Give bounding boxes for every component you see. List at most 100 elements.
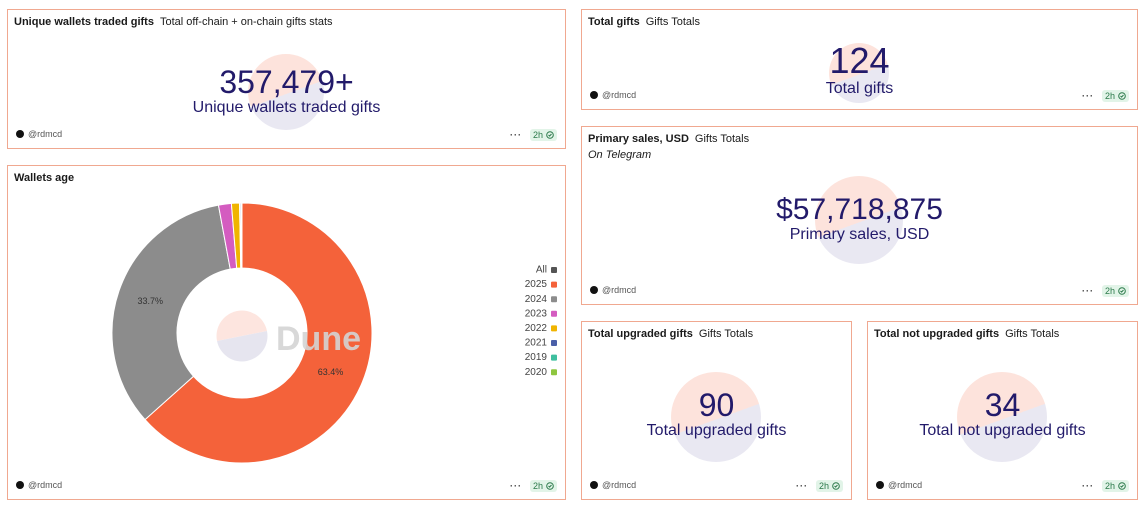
panel-title: Total upgraded gifts [588,328,693,340]
legend-label: 2019 [525,352,548,363]
legend-label: All [536,265,547,276]
check-mark [1120,484,1124,488]
panel-header: Total gifts Gifts Totals [588,16,700,28]
menu-button[interactable]: ··· [509,481,522,491]
panel-title: Unique wallets traded gifts [14,16,154,28]
counter-label: Total not upgraded gifts [919,422,1086,439]
check-circle [1118,482,1126,490]
legend-swatch[interactable] [551,340,557,346]
author: @rdmcd [602,90,637,100]
check-circle [1118,92,1126,100]
footer-author: @rdmcd [590,90,636,100]
panel-subtitle: Gifts Totals [1005,328,1060,340]
check-icon [1118,92,1126,100]
counter-value: 124 [829,40,890,81]
decorative-circle [828,43,889,103]
chart: 63.4% 33.7% Dune All 2025 2024 2023 2022 2021 201… [111,202,557,464]
author: @rdmcd [602,480,637,490]
decorative-circle [814,176,903,264]
footer-author: @rdmcd [876,480,922,490]
author: @rdmcd [28,480,63,490]
check-icon [1118,482,1126,490]
age: 2h [532,130,543,140]
counter-label: Total upgraded gifts [646,422,787,439]
counter-label: Unique wallets traded gifts [192,99,381,116]
counter-value: 90 [698,387,735,423]
check-icon [546,131,554,139]
check-mark [1120,289,1124,293]
panel-subtitle: Gifts Totals [694,133,750,145]
footer-status: ··· 2h [1082,90,1129,102]
check-mark [834,484,838,488]
legend-label: 2020 [525,367,548,378]
panel-header: Total not upgraded gifts Gifts Totals [874,328,1059,340]
author: @rdmcd [28,129,63,139]
legend-swatch[interactable] [551,267,557,273]
refresh-badge: 2h [529,129,557,141]
avatar [16,130,24,138]
age: 2h [1104,91,1115,101]
slice-label: 63.4% [318,367,344,377]
legend-swatch[interactable] [551,310,557,317]
panel-subtitle: Gifts Totals [698,328,754,340]
avatar [590,91,598,99]
counter-panel: Unique wallets traded gifts Total off-cha… [7,9,566,149]
avatar [590,286,598,294]
decorative-circle [956,372,1047,462]
footer-status: ··· 2h [796,480,843,492]
decorative-circle [670,372,761,462]
menu-button[interactable]: ··· [509,130,522,140]
footer-author: @rdmcd [16,480,62,490]
panel-header: Primary sales, USD Gifts Totals [588,133,749,145]
legend-label: 2025 [525,279,548,290]
legend-swatch[interactable] [551,354,557,361]
counter-value: $57,718,875 [776,193,943,226]
menu-button[interactable]: ··· [1081,481,1094,491]
refresh-badge: 2h [1101,480,1129,492]
footer-status: ··· 2h [1082,285,1129,297]
legend-swatch[interactable] [551,369,557,376]
donut-slice [144,202,373,464]
footer-author: @rdmcd [590,480,636,490]
slice-label: 33.7% [137,296,163,306]
check-icon [1118,287,1126,295]
panel-header: Wallets age [14,172,80,184]
refresh-badge: 2h [815,480,843,492]
watermark: Dune [216,310,361,362]
legend-swatch[interactable] [551,325,557,332]
legend-swatch[interactable] [551,281,557,288]
panel-subtitle: Gifts Totals [645,16,700,28]
panel-note: On Telegram [588,149,652,161]
panel-title: Wallets age [14,172,75,184]
panel-title: Total gifts [588,16,640,28]
check-icon [832,482,840,490]
check-circle [832,482,840,490]
author: @rdmcd [602,285,637,295]
panel-title: Primary sales, USD [588,133,689,145]
age: 2h [532,481,543,491]
footer-author: @rdmcd [16,129,62,139]
age: 2h [1104,481,1115,491]
menu-button[interactable]: ··· [795,481,808,491]
avatar [590,481,598,489]
menu-button[interactable]: ··· [1081,286,1094,296]
panel-header: Total upgraded gifts Gifts Totals [588,328,753,340]
legend-swatch[interactable] [551,296,557,303]
check-mark [1120,94,1124,98]
menu-button[interactable]: ··· [1081,91,1094,101]
footer-author: @rdmcd [590,285,636,295]
legend-label: 2024 [525,294,548,305]
check-mark [548,133,552,137]
counter-panel: Total not upgraded gifts Gifts Totals 34 To… [867,321,1138,500]
legend-label: 2023 [525,308,548,319]
counter-panel: Primary sales, USD Gifts Totals On Telegra… [581,126,1138,305]
check-circle [1118,287,1126,295]
panel-header: Unique wallets traded gifts Total off-cha… [14,16,333,28]
watermark-text: Dune [276,320,361,358]
age: 2h [818,481,829,491]
footer-status: ··· 2h [510,480,557,492]
counter-panel: Total gifts Gifts Totals 124 Total gifts @rd… [581,9,1138,110]
counter-label: Total gifts [825,80,894,97]
legend-label: 2021 [525,338,548,349]
